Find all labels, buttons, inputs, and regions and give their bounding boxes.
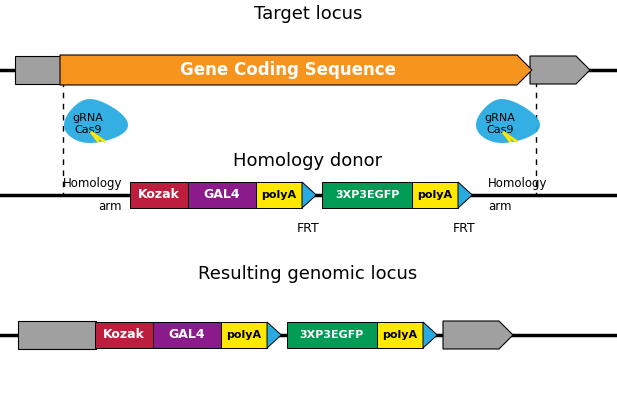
Text: 3XP3EGFP: 3XP3EGFP bbox=[335, 190, 399, 200]
Polygon shape bbox=[188, 182, 256, 208]
Text: FRT: FRT bbox=[453, 222, 475, 235]
Text: GAL4: GAL4 bbox=[168, 328, 205, 342]
Polygon shape bbox=[476, 99, 540, 143]
Text: Cas9: Cas9 bbox=[486, 125, 514, 135]
Polygon shape bbox=[267, 322, 281, 348]
Text: gRNA: gRNA bbox=[484, 113, 515, 123]
Polygon shape bbox=[130, 182, 188, 208]
Polygon shape bbox=[530, 56, 590, 84]
Text: GAL4: GAL4 bbox=[204, 188, 240, 202]
Polygon shape bbox=[458, 182, 472, 208]
Text: Homology donor: Homology donor bbox=[233, 152, 383, 170]
Polygon shape bbox=[221, 322, 267, 348]
Text: Target locus: Target locus bbox=[254, 5, 362, 23]
Text: polyA: polyA bbox=[383, 330, 418, 340]
Text: polyA: polyA bbox=[226, 330, 262, 340]
Polygon shape bbox=[423, 322, 437, 348]
Polygon shape bbox=[302, 182, 317, 208]
Polygon shape bbox=[256, 182, 302, 208]
Text: 3XP3EGFP: 3XP3EGFP bbox=[300, 330, 364, 340]
Text: Cas9: Cas9 bbox=[74, 125, 102, 135]
Text: FRT: FRT bbox=[297, 222, 320, 235]
Text: Homology: Homology bbox=[488, 177, 547, 190]
Text: polyA: polyA bbox=[262, 190, 297, 200]
Polygon shape bbox=[60, 55, 532, 85]
Polygon shape bbox=[443, 321, 513, 349]
Polygon shape bbox=[412, 182, 458, 208]
Polygon shape bbox=[95, 322, 153, 348]
Text: arm: arm bbox=[488, 200, 511, 213]
Text: Gene Coding Sequence: Gene Coding Sequence bbox=[181, 61, 397, 79]
Polygon shape bbox=[287, 322, 377, 348]
Text: arm: arm bbox=[99, 200, 122, 213]
Text: Kozak: Kozak bbox=[138, 188, 180, 202]
Polygon shape bbox=[153, 322, 221, 348]
Polygon shape bbox=[377, 322, 423, 348]
Text: gRNA: gRNA bbox=[73, 113, 104, 123]
Text: Kozak: Kozak bbox=[103, 328, 145, 342]
Text: Resulting genomic locus: Resulting genomic locus bbox=[199, 265, 418, 283]
Polygon shape bbox=[64, 99, 128, 143]
Polygon shape bbox=[18, 321, 96, 349]
Polygon shape bbox=[322, 182, 412, 208]
Text: Homology: Homology bbox=[62, 177, 122, 190]
Text: polyA: polyA bbox=[418, 190, 452, 200]
Polygon shape bbox=[15, 56, 63, 84]
